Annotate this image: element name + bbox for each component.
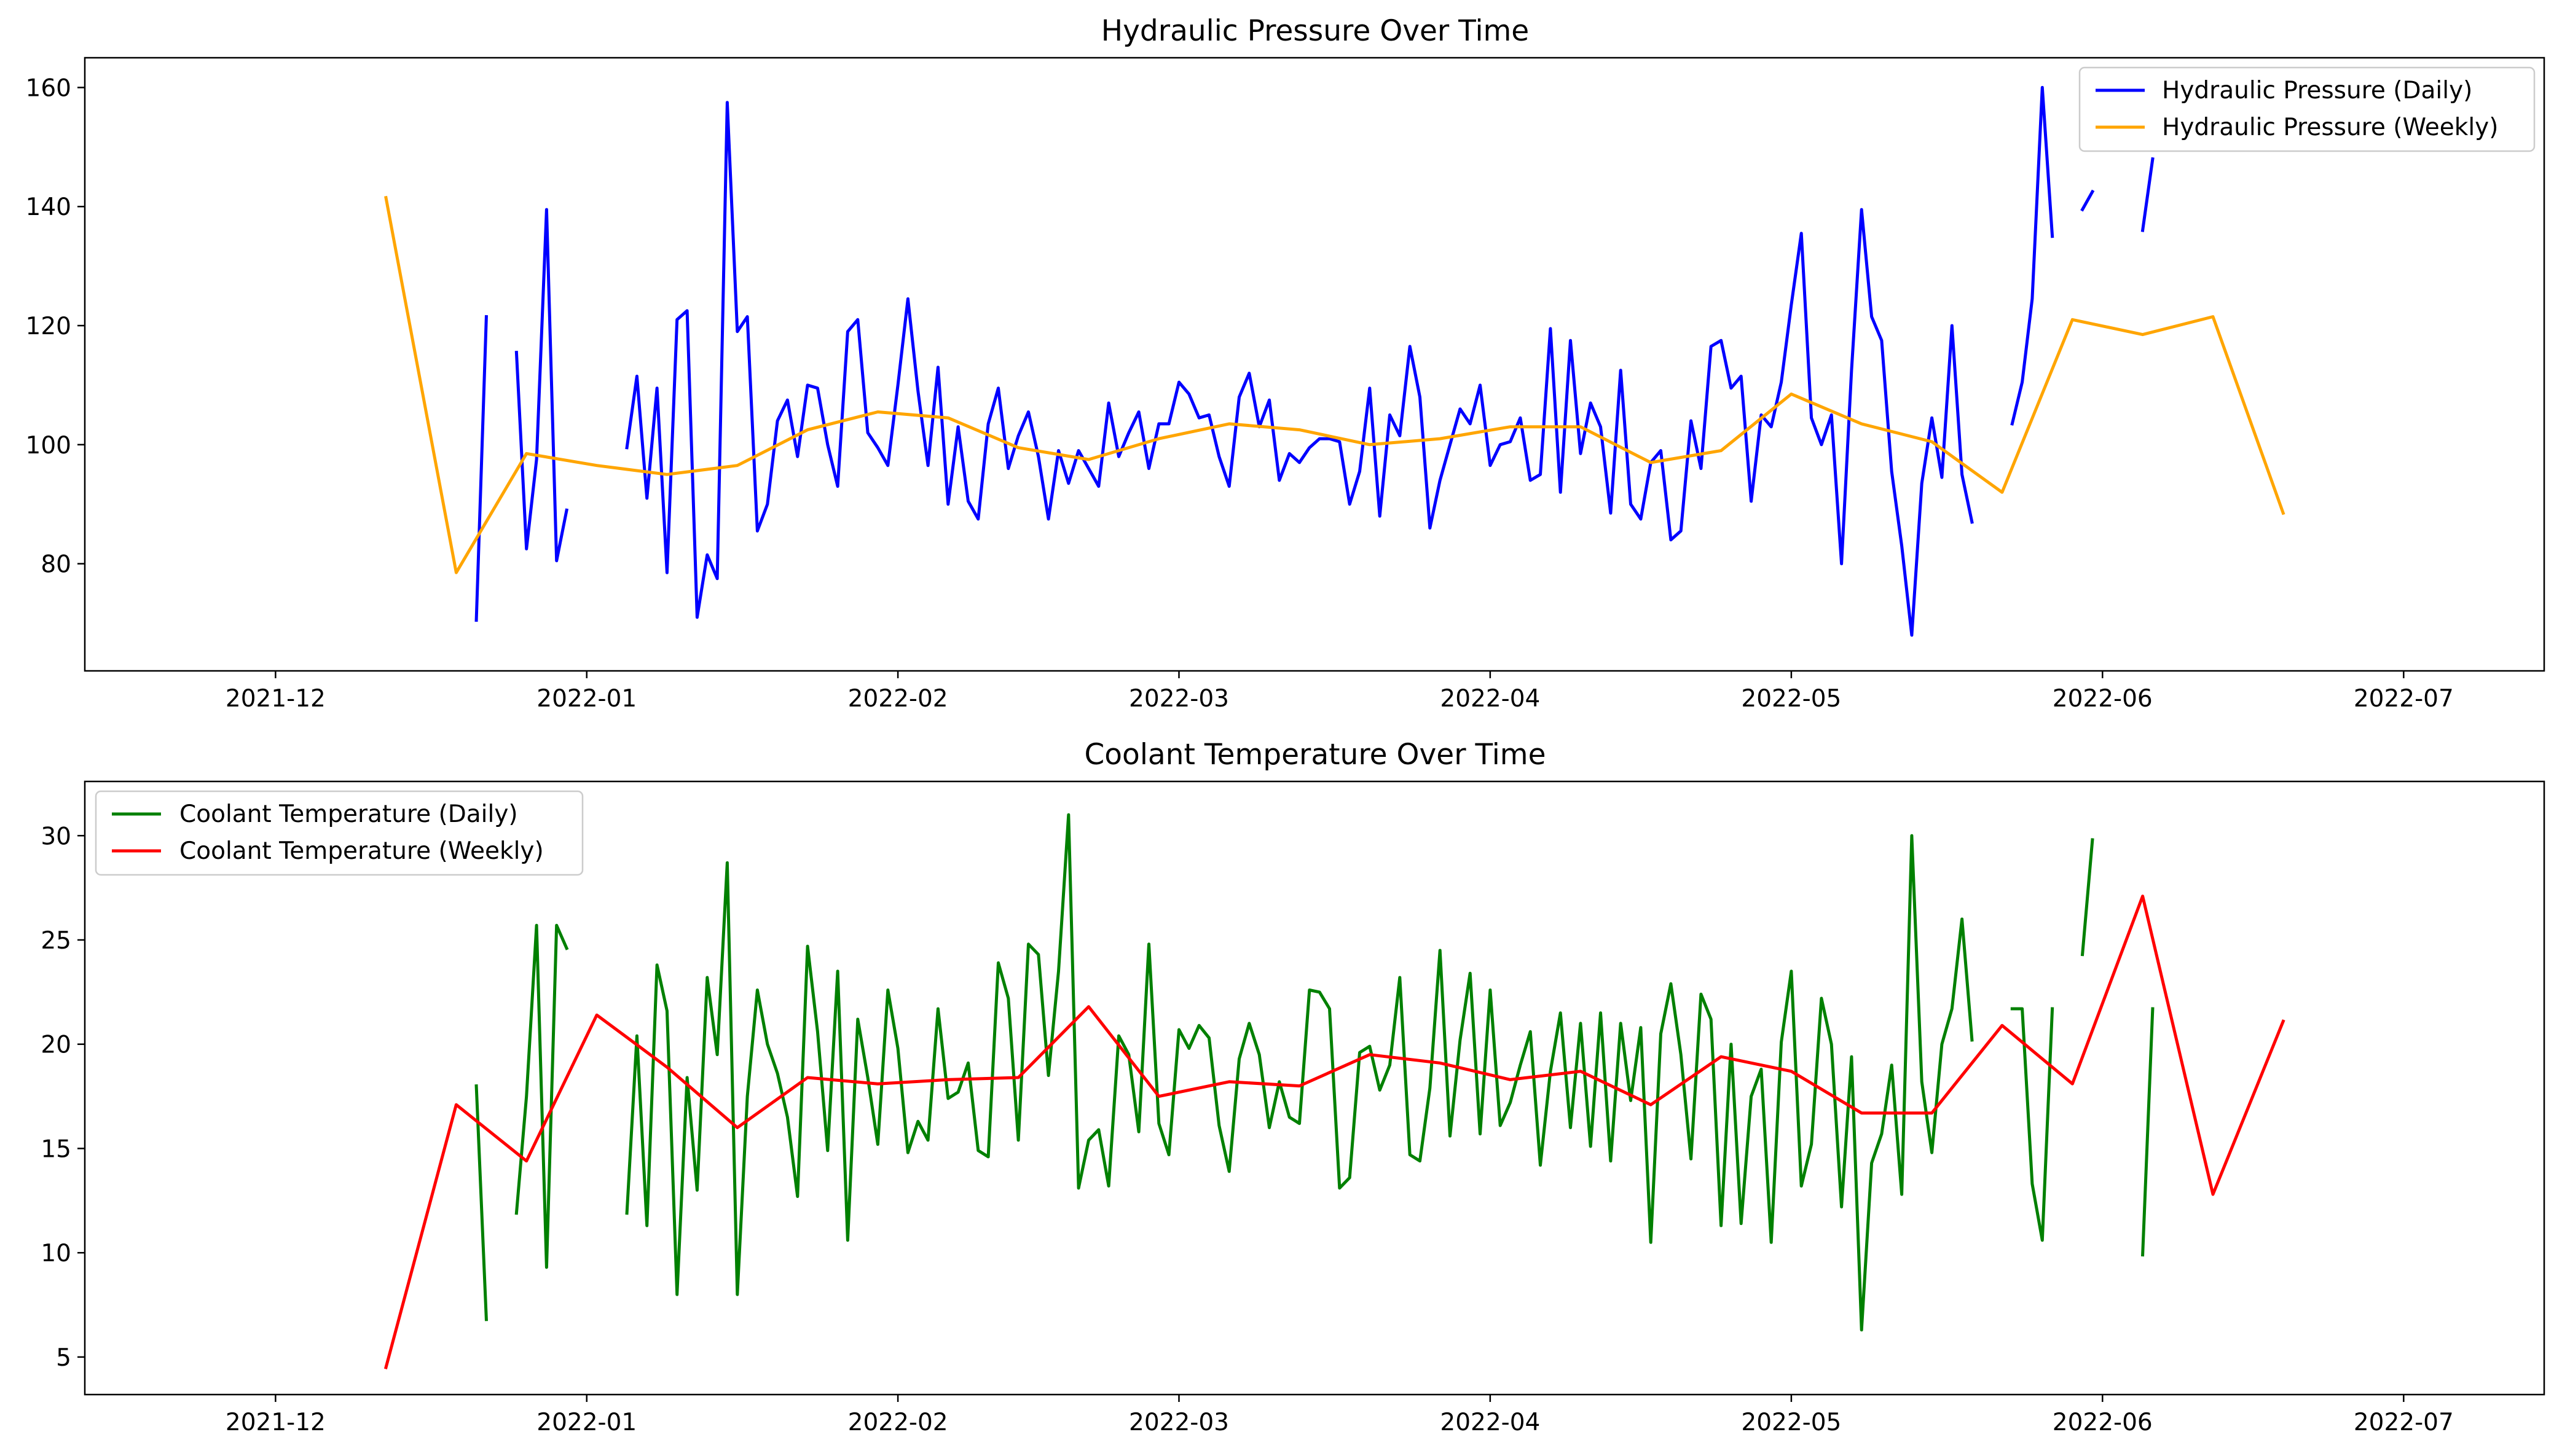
pressure-legend-box <box>2078 66 2536 152</box>
coolant-legend-box <box>95 790 584 876</box>
coolant-y-tick-label: 15 <box>41 1135 71 1163</box>
coolant-chart-title: Coolant Temperature Over Time <box>1084 738 1546 772</box>
pressure-y-tick-label: 120 <box>26 313 71 340</box>
pressure-panel: Hydraulic Pressure Over Time 2021-12 2022… <box>26 14 2545 713</box>
coolant-x-tick-label: 2022-03 <box>1129 1409 1229 1436</box>
pressure-x-tick-label: 2022-03 <box>1129 685 1229 713</box>
pressure-y-tick-label: 140 <box>26 194 71 221</box>
coolant-y-tick-label: 25 <box>41 927 71 955</box>
coolant-y-tick-label: 20 <box>41 1031 71 1059</box>
coolant-daily-line-segment-3 <box>625 813 1974 1332</box>
pressure-x-tick-label: 2022-05 <box>1741 685 1841 713</box>
pressure-legend-daily-label: Hydraulic Pressure (Daily) <box>2162 77 2472 104</box>
coolant-y-tick-label: 30 <box>41 823 71 850</box>
coolant-y-tick-label: 10 <box>41 1240 71 1267</box>
pressure-x-tick-label: 2022-02 <box>848 685 948 713</box>
coolant-weekly-line <box>383 894 2285 1369</box>
pressure-daily-line-segment-3 <box>625 101 1974 637</box>
pressure-x-tick-label: 2022-06 <box>2053 685 2153 713</box>
coolant-y-tick-label: 5 <box>56 1344 71 1372</box>
pressure-daily-line-segment-4 <box>2010 85 2054 426</box>
coolant-x-tick-label: 2022-06 <box>2053 1409 2153 1436</box>
coolant-x-tick-label: 2022-02 <box>848 1409 948 1436</box>
pressure-y-tick-label: 160 <box>26 74 71 102</box>
pressure-chart-title: Hydraulic Pressure Over Time <box>1101 14 1529 48</box>
pressure-axes-frame <box>84 57 2545 672</box>
pressure-daily-line-segment-6 <box>2140 157 2155 232</box>
coolant-axis-ticks: 2021-12 2022-01 2022-02 2022-03 2022-04 2022-… <box>41 823 2453 1436</box>
pressure-weekly-line <box>384 195 2285 574</box>
coolant-x-tick-label: 2022-01 <box>536 1409 637 1436</box>
coolant-daily-line-segment-1 <box>474 1084 489 1321</box>
pressure-daily-line-segment-5 <box>2080 189 2095 212</box>
pressure-x-tick-label: 2022-01 <box>536 685 637 713</box>
coolant-daily-line-segment-6 <box>2141 1007 2155 1257</box>
pressure-daily-line-segment-1 <box>474 315 488 622</box>
pressure-plot-area <box>384 85 2285 637</box>
coolant-legend-daily-label: Coolant Temperature (Daily) <box>179 800 518 828</box>
pressure-x-tick-label: 2021-12 <box>226 685 326 713</box>
pressure-y-tick-label: 80 <box>41 551 71 579</box>
pressure-legend-weekly-label: Hydraulic Pressure (Weekly) <box>2162 114 2498 141</box>
pressure-axis-ticks: 2021-12 2022-01 2022-02 2022-03 2022-04 2022-… <box>26 74 2454 713</box>
coolant-x-tick-label: 2021-12 <box>226 1409 326 1436</box>
coolant-daily-line-segment-2 <box>514 923 569 1269</box>
pressure-x-tick-label: 2022-07 <box>2354 685 2454 713</box>
coolant-panel: Coolant Temperature Over Time 2021-12 202… <box>41 738 2545 1436</box>
pressure-legend: Hydraulic Pressure (Daily) Hydraulic Pre… <box>2078 66 2536 152</box>
pressure-x-tick-label: 2022-04 <box>1440 685 1540 713</box>
coolant-axes-frame <box>84 780 2545 1396</box>
coolant-plot-area <box>383 813 2285 1369</box>
coolant-x-tick-label: 2022-05 <box>1741 1409 1841 1436</box>
coolant-daily-line-segment-4 <box>2010 1007 2054 1242</box>
coolant-legend: Coolant Temperature (Daily) Coolant Temp… <box>95 790 584 876</box>
coolant-x-tick-label: 2022-07 <box>2354 1409 2454 1436</box>
coolant-daily-line-segment-5 <box>2080 838 2094 957</box>
pressure-daily-line-segment-2 <box>514 208 569 563</box>
pressure-y-tick-label: 100 <box>26 432 71 460</box>
coolant-legend-weekly-label: Coolant Temperature (Weekly) <box>179 837 544 865</box>
coolant-x-tick-label: 2022-04 <box>1440 1409 1540 1436</box>
